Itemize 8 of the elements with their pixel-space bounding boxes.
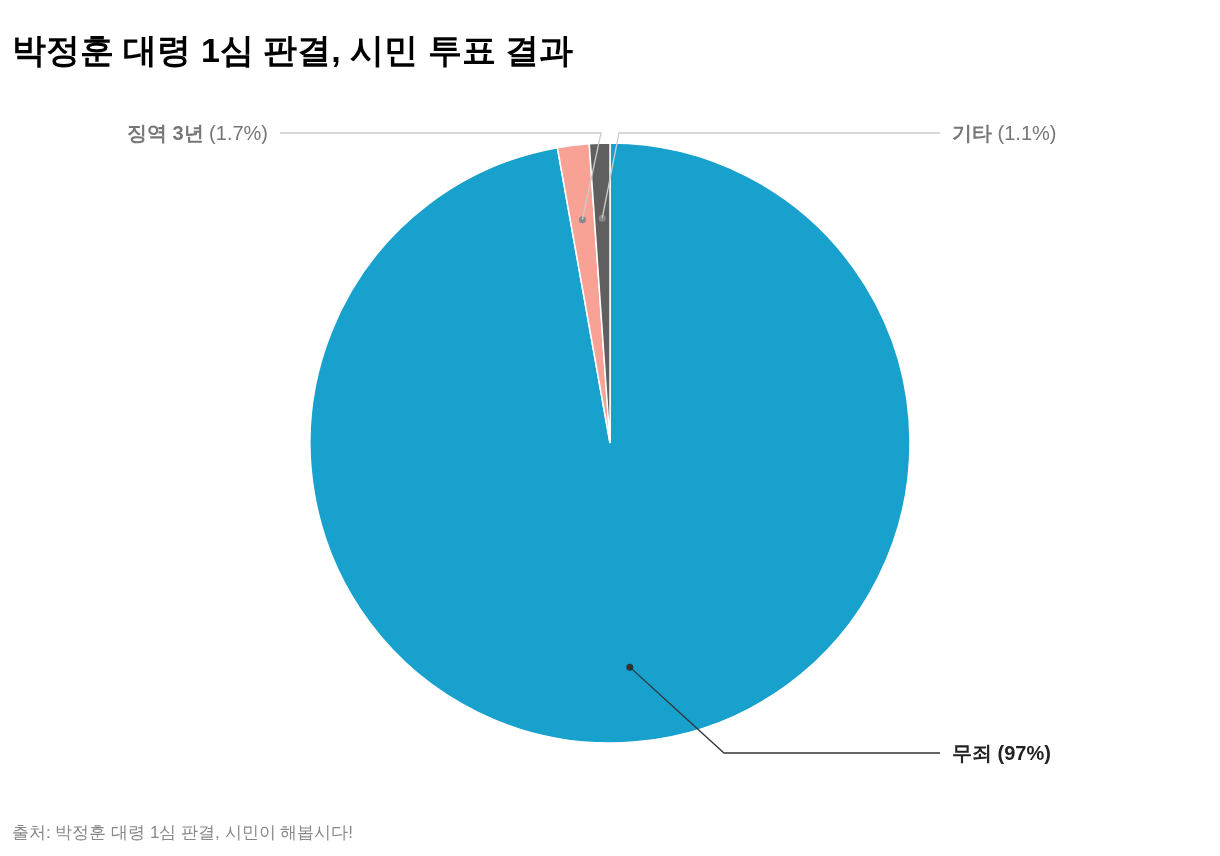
data-label: (1.7%) [209,122,268,144]
slice-label: 징역 3년 [126,122,210,144]
data-label: (1.1%) [997,122,1057,144]
slice-label: 무죄 [952,742,998,764]
slice-label: 기타 [952,122,998,144]
source-note: 출처: 박정훈 대령 1심 판결, 시민이 해봅시다! [12,823,353,842]
chart-title: 박정훈 대령 1심 판결, 시민 투표 결과 [12,31,574,69]
data-label: (97%) [997,742,1051,764]
